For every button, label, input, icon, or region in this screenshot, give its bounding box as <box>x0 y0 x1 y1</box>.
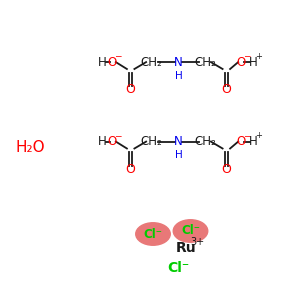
Text: −: − <box>243 52 251 61</box>
Text: −: − <box>243 131 251 140</box>
Text: Ru: Ru <box>176 241 196 254</box>
Text: O: O <box>222 163 231 176</box>
Text: CH₂: CH₂ <box>195 56 216 69</box>
Text: Cl⁻: Cl⁻ <box>143 227 163 241</box>
Text: H₂O: H₂O <box>15 140 45 154</box>
Text: CH₂: CH₂ <box>141 56 162 69</box>
Text: H: H <box>175 71 182 81</box>
Text: H: H <box>175 150 182 161</box>
Text: O: O <box>126 163 135 176</box>
Text: O: O <box>108 135 117 148</box>
Text: H: H <box>98 135 106 148</box>
Text: O: O <box>108 56 117 69</box>
Text: Cl⁻: Cl⁻ <box>167 262 190 275</box>
Text: H: H <box>98 56 106 69</box>
Text: H: H <box>249 135 258 148</box>
Text: N: N <box>174 135 183 148</box>
Ellipse shape <box>136 223 170 245</box>
Text: Cl⁻: Cl⁻ <box>181 224 200 238</box>
Ellipse shape <box>173 220 208 242</box>
Text: CH₂: CH₂ <box>195 135 216 148</box>
Text: N: N <box>174 56 183 69</box>
Text: O: O <box>222 83 231 97</box>
Text: −: − <box>114 131 122 140</box>
Text: H: H <box>249 56 258 69</box>
Text: +: + <box>255 131 262 140</box>
Text: −: − <box>114 52 122 61</box>
Text: O: O <box>237 56 246 69</box>
Text: O: O <box>237 135 246 148</box>
Text: 3+: 3+ <box>190 237 205 247</box>
Text: CH₂: CH₂ <box>141 135 162 148</box>
Text: +: + <box>255 52 262 61</box>
Text: O: O <box>126 83 135 97</box>
